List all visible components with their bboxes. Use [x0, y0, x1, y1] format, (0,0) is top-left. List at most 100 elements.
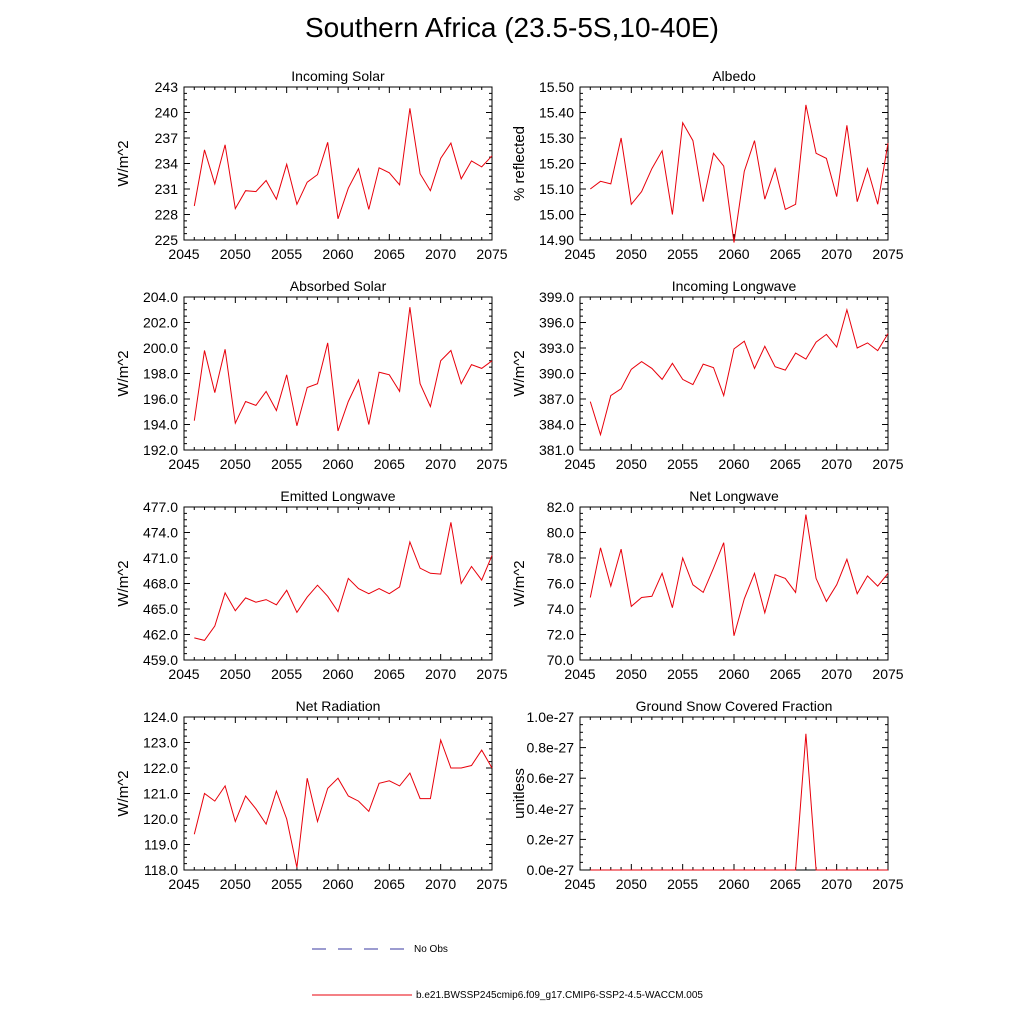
panel-title: Incoming Solar: [291, 68, 385, 84]
y-tick-label: 240: [155, 105, 179, 121]
series-line-ground-snow-covered-fraction: [590, 733, 888, 871]
x-tick-label: 2070: [821, 456, 852, 472]
y-tick-label: 82.0: [547, 499, 574, 515]
y-tick-label: 0.4e-27: [527, 801, 575, 817]
x-tick-label: 2050: [616, 456, 647, 472]
x-tick-label: 2065: [374, 456, 405, 472]
panel-title: Emitted Longwave: [280, 488, 395, 504]
x-tick-label: 2070: [425, 876, 456, 892]
x-tick-label: 2055: [667, 876, 698, 892]
x-tick-label: 2075: [872, 246, 903, 262]
x-tick-label: 2070: [425, 456, 456, 472]
panel-incoming-longwave: Incoming Longwave W/m^2 2045 2050 2055 2060 20…: [511, 278, 904, 472]
x-tick-label: 2060: [322, 246, 353, 262]
y-tick-label: 0.8e-27: [527, 740, 575, 756]
y-tick-label: 0.0e-27: [527, 862, 575, 878]
x-tick-label: 2065: [770, 666, 801, 682]
y-tick-label: 196.0: [143, 391, 178, 407]
y-tick-label: 15.10: [539, 181, 574, 197]
y-tick-label: 72.0: [547, 627, 574, 643]
y-axis-label: unitless: [511, 768, 528, 819]
y-tick-label: 70.0: [547, 652, 574, 668]
y-tick-label: 477.0: [143, 499, 178, 515]
x-tick-label: 2050: [616, 666, 647, 682]
x-tick-label: 2065: [374, 246, 405, 262]
panel-title: Albedo: [712, 68, 756, 84]
x-tick-label: 2055: [667, 246, 698, 262]
y-tick-label: 468.0: [143, 576, 178, 592]
x-tick-label: 2075: [476, 666, 507, 682]
y-tick-label: 14.90: [539, 232, 574, 248]
plot-frame: [579, 506, 889, 661]
x-tick-label: 2045: [168, 666, 199, 682]
x-tick-label: 2050: [220, 246, 251, 262]
y-tick-label: 121.0: [143, 786, 178, 802]
y-tick-label: 225: [155, 232, 179, 248]
panel-emitted-longwave: Emitted Longwave W/m^2 2045 2050 2055 2060 206…: [115, 488, 508, 682]
x-tick-label: 2065: [374, 666, 405, 682]
y-tick-label: 0.6e-27: [527, 770, 575, 786]
y-tick-label: 384.0: [539, 417, 574, 433]
x-tick-label: 2075: [476, 246, 507, 262]
y-tick-label: 399.0: [539, 289, 574, 305]
x-tick-label: 2075: [476, 456, 507, 472]
x-tick-label: 2045: [564, 666, 595, 682]
y-tick-label: 1.0e-27: [527, 709, 575, 725]
y-tick-label: 118.0: [144, 862, 178, 878]
x-tick-label: 2075: [476, 876, 507, 892]
y-axis-label: W/m^2: [115, 350, 132, 396]
x-tick-label: 2050: [220, 456, 251, 472]
x-tick-label: 2055: [271, 876, 302, 892]
series-line-net-radiation: [193, 738, 493, 868]
y-tick-label: 228: [155, 207, 179, 223]
panel-incoming-solar: Incoming Solar W/m^2 2045 2050 2055 2060 2065 2…: [115, 68, 508, 262]
plot-frame: [579, 296, 889, 451]
y-tick-label: 465.0: [143, 601, 178, 617]
x-tick-label: 2050: [616, 876, 647, 892]
x-tick-label: 2055: [271, 246, 302, 262]
y-axis-label: % reflected: [511, 126, 528, 201]
x-tick-label: 2055: [667, 456, 698, 472]
plot-frame: [183, 506, 493, 661]
y-tick-label: 192.0: [143, 442, 178, 458]
x-tick-label: 2060: [718, 246, 749, 262]
legend-model: [312, 994, 412, 996]
y-tick-label: 124.0: [143, 709, 178, 725]
panel-absorbed-solar: Absorbed Solar W/m^2 2045 2050 2055 2060 2065 2…: [115, 278, 508, 472]
y-tick-label: 15.50: [539, 79, 574, 95]
y-tick-label: 471.0: [143, 550, 178, 566]
x-tick-label: 2050: [220, 876, 251, 892]
panel-title: Net Radiation: [296, 698, 381, 714]
panel-ground-snow-covered-fraction: Ground Snow Covered Fraction unitless 2045…: [511, 698, 904, 892]
y-tick-label: 78.0: [547, 550, 574, 566]
x-tick-label: 2060: [322, 456, 353, 472]
x-tick-label: 2060: [718, 876, 749, 892]
x-tick-label: 2045: [168, 456, 199, 472]
series-line-absorbed-solar: [193, 307, 493, 432]
panel-title: Incoming Longwave: [672, 278, 797, 294]
legend-obs: [312, 948, 408, 950]
x-tick-label: 2055: [667, 666, 698, 682]
series-line-albedo: [589, 104, 889, 243]
panel-net-radiation: Net Radiation W/m^2 2045 2050 2055 2060 2065 20…: [115, 698, 508, 892]
y-tick-label: 120.0: [143, 811, 178, 827]
y-axis-label: W/m^2: [511, 350, 528, 396]
y-tick-label: 0.2e-27: [527, 831, 575, 847]
legend-obs-label: No Obs: [414, 944, 448, 955]
y-tick-label: 396.0: [539, 315, 574, 331]
y-tick-label: 234: [155, 156, 179, 172]
x-tick-label: 2045: [564, 876, 595, 892]
y-tick-label: 80.0: [547, 525, 574, 541]
figure-title: Southern Africa (23.5-5S,10-40E): [304, 12, 719, 43]
x-tick-label: 2050: [616, 246, 647, 262]
x-tick-label: 2070: [425, 666, 456, 682]
y-axis-label: W/m^2: [511, 560, 528, 606]
panel-title: Net Longwave: [689, 488, 779, 504]
y-axis-label: W/m^2: [115, 770, 132, 816]
x-tick-label: 2045: [168, 246, 199, 262]
x-tick-label: 2045: [564, 456, 595, 472]
x-tick-label: 2045: [564, 246, 595, 262]
x-tick-label: 2045: [168, 876, 199, 892]
y-tick-label: 76.0: [547, 576, 574, 592]
x-tick-label: 2065: [770, 876, 801, 892]
